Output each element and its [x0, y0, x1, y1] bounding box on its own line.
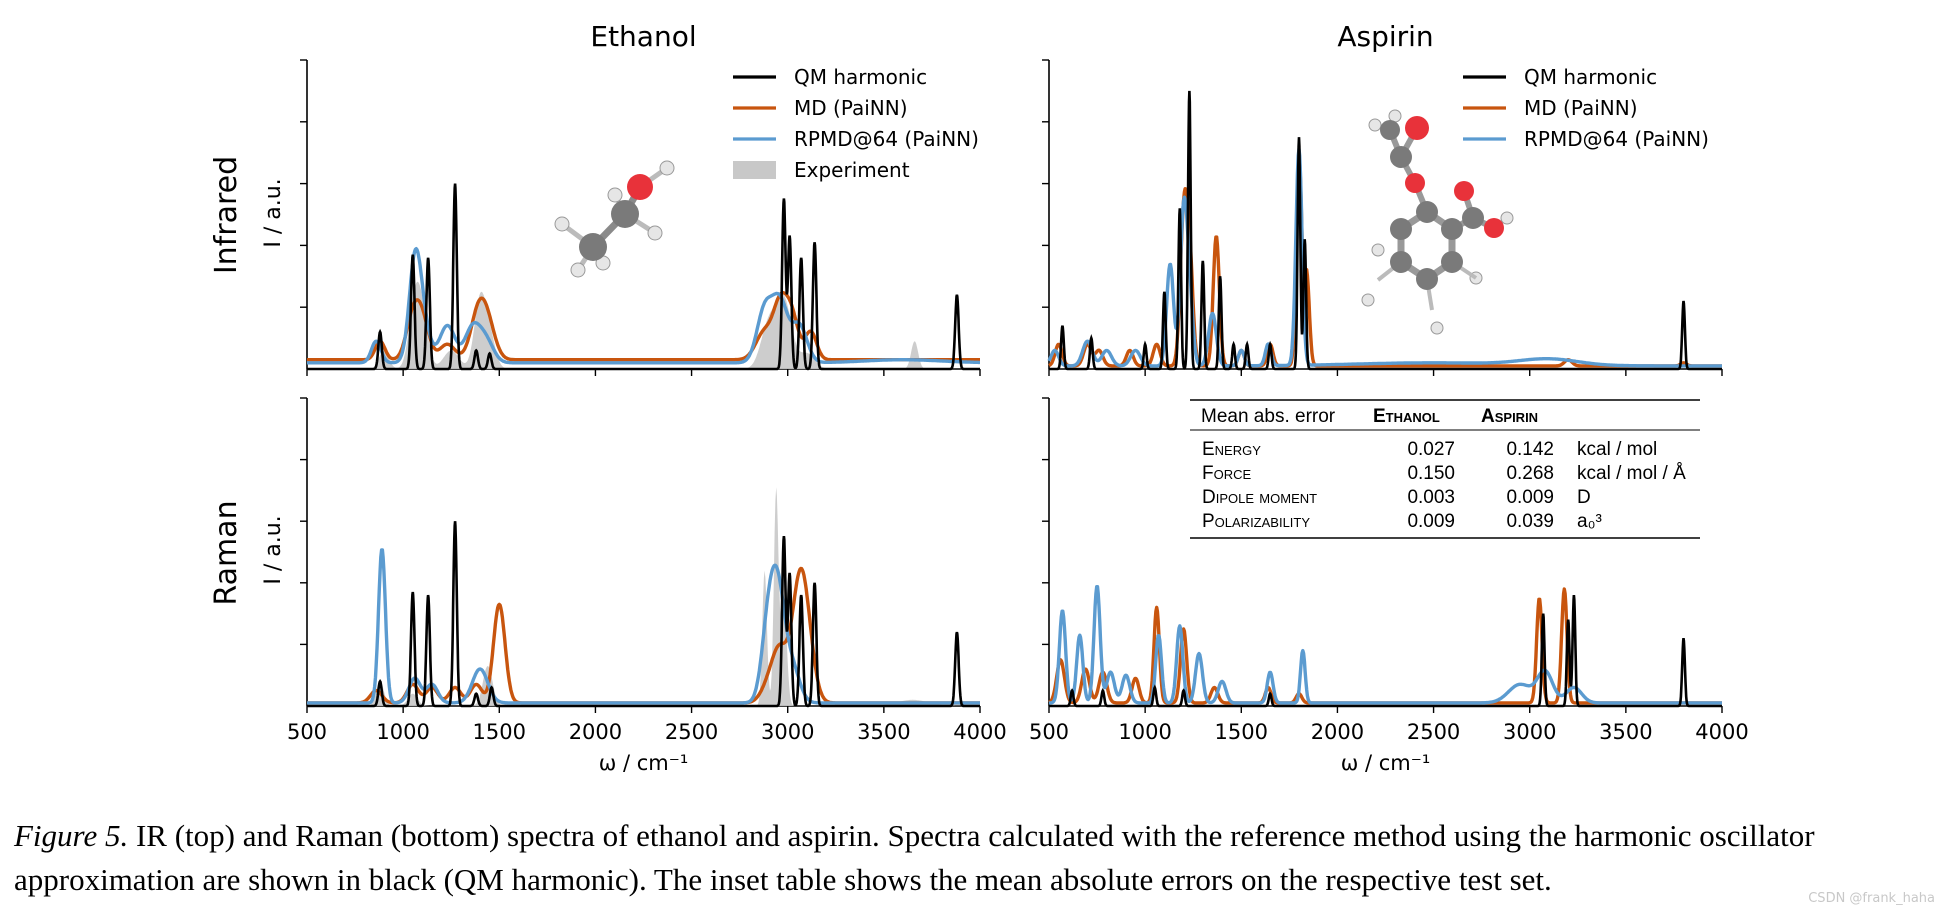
table-cell-aspirin: 0.268: [1506, 463, 1554, 484]
x-tick-label: 1500: [1215, 720, 1268, 744]
legend: QM harmonic MD (PaiNN) RPMD@64 (PaiNN): [1463, 65, 1709, 151]
chart-panel-ethanol-raman: 500 1000 1500 2000 2500 3000 3500 4000 ω / cm⁻¹: [287, 397, 1007, 775]
x-tick-label: 1500: [473, 720, 526, 744]
row-label-raman-text: Raman: [209, 500, 244, 605]
table-cell-ethanol: 0.003: [1407, 487, 1455, 508]
table-row-label: Energy: [1202, 439, 1261, 460]
series-md-line: [1048, 587, 1723, 705]
row-label-infrared-text: Infrared: [209, 156, 244, 274]
series-experiment-area: [307, 281, 980, 369]
table-cell-unit: D: [1577, 487, 1591, 508]
legend-label: RPMD@64 (PaiNN): [1524, 127, 1709, 151]
legend-label: RPMD@64 (PaiNN): [794, 127, 979, 151]
chart-panels: Ethanol QM harmonic MD (PaiNN) RPMD@64 (Pai…: [287, 20, 1749, 775]
legend-label: QM harmonic: [1524, 65, 1657, 89]
y-axis-label-raman: I / a.u.: [261, 515, 286, 584]
table-row-label: Dipole moment: [1202, 487, 1317, 508]
caption-label: Figure 5.: [14, 818, 129, 853]
panel-title: Aspirin: [1337, 20, 1433, 53]
x-tick-label: 3000: [1503, 720, 1556, 744]
figure-canvas: Infrared I / a.u. Raman I / a.u. Ethanol…: [209, 20, 1749, 775]
series-qm-harmonic-line: [1049, 594, 1722, 708]
x-tick-label: 2500: [665, 720, 718, 744]
series-md-line: [306, 566, 981, 705]
watermark: CSDN @frank_haha: [1808, 891, 1935, 906]
legend-swatch-experiment: [733, 161, 776, 179]
series-rpmd-line: [306, 548, 981, 705]
y-axis-label-ir: I / a.u.: [261, 178, 286, 247]
table-cell-ethanol: 0.009: [1407, 511, 1455, 532]
chart-panel-aspirin-ir: Aspirin QM harmonic MD (PaiNN) RPMD@64 (Pai…: [1042, 20, 1723, 376]
table-cell-ethanol: 0.150: [1407, 463, 1455, 484]
table-row-label: Force: [1202, 463, 1251, 484]
legend-label: QM harmonic: [794, 65, 927, 89]
row-label-raman: Raman I / a.u.: [209, 500, 286, 605]
x-tick-label: 4000: [953, 720, 1006, 744]
table-cell-unit: kcal / mol / Å: [1577, 463, 1686, 484]
ethanol-molecule: [554, 160, 675, 278]
x-axis-label: ω / cm⁻¹: [599, 751, 689, 775]
figure-caption: Figure 5. IR (top) and Raman (bottom) sp…: [14, 814, 1944, 902]
series-rpmd-line: [1047, 147, 1723, 368]
x-tick-label: 3500: [1599, 720, 1652, 744]
caption-text: IR (top) and Raman (bottom) spectra of e…: [14, 818, 1815, 897]
x-tick-label: 1000: [376, 720, 429, 744]
x-tick-label: 3500: [857, 720, 910, 744]
x-axis-label: ω / cm⁻¹: [1341, 751, 1431, 775]
legend: QM harmonic MD (PaiNN) RPMD@64 (PaiNN) Expe…: [733, 65, 979, 182]
table-cell-aspirin: 0.142: [1506, 439, 1554, 460]
table-cell-ethanol: 0.027: [1407, 439, 1455, 460]
x-tick-label: 3000: [761, 720, 814, 744]
table-cell-aspirin: 0.039: [1506, 511, 1554, 532]
aspirin-molecule: [1361, 109, 1514, 335]
legend-label: MD (PaiNN): [794, 96, 908, 120]
table-cell-unit: a₀³: [1577, 511, 1602, 532]
chart-panel-ethanol-ir: Ethanol QM harmonic MD (PaiNN) RPMD@64 (Pai…: [300, 20, 981, 376]
legend-label: Experiment: [794, 158, 910, 182]
series-qm-harmonic-line: [307, 183, 980, 371]
series-rpmd-line: [306, 247, 981, 365]
series-experiment-area: [307, 487, 980, 706]
table-header-label: Mean abs. error: [1201, 406, 1336, 427]
table-header-aspirin: Aspirin: [1481, 406, 1538, 427]
x-tick-label: 1000: [1118, 720, 1171, 744]
x-tick-label: 2000: [1311, 720, 1364, 744]
x-tick-label: 4000: [1695, 720, 1748, 744]
row-label-infrared: Infrared I / a.u.: [209, 156, 286, 274]
chart-panel-aspirin-raman: 500 1000 1500 2000 2500 3000 3500 4000 ω / cm⁻¹: [1029, 397, 1749, 775]
series-qm-harmonic-line: [307, 521, 980, 708]
x-tick-label: 500: [287, 720, 327, 744]
table-cell-unit: kcal / mol: [1577, 439, 1657, 460]
table-header-ethanol: Ethanol: [1373, 406, 1440, 427]
table-row-label: Polarizability: [1202, 511, 1310, 532]
series-qm-harmonic-line: [1049, 90, 1722, 371]
x-tick-label: 500: [1029, 720, 1069, 744]
x-tick-label: 2500: [1407, 720, 1460, 744]
x-tick-label: 2000: [569, 720, 622, 744]
mean-abs-error-table: Mean abs. error Ethanol Aspirin Energy 0…: [1190, 399, 1700, 539]
series-rpmd-line: [1048, 585, 1723, 705]
legend-label: MD (PaiNN): [1524, 96, 1638, 120]
panel-title: Ethanol: [590, 20, 696, 53]
series-md-line: [1048, 152, 1723, 368]
table-cell-aspirin: 0.009: [1506, 487, 1554, 508]
